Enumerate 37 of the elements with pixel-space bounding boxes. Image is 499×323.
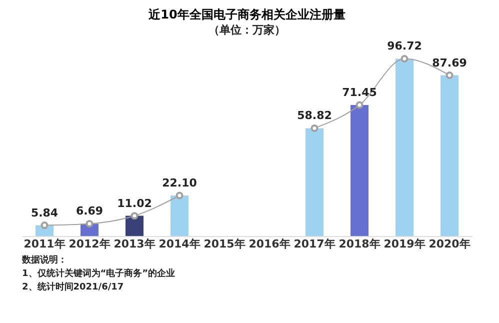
data-label: 96.72 [387, 40, 422, 53]
x-tick-label: 2018年 [338, 238, 380, 250]
x-tick-label: 2014年 [158, 238, 200, 250]
bar [306, 128, 324, 236]
bar [126, 216, 144, 236]
x-tick-label: 2020年 [428, 238, 470, 250]
x-tick-label: 2013年 [114, 238, 156, 250]
point [86, 220, 94, 228]
bar [350, 105, 368, 236]
x-tick-label: 2019年 [384, 238, 426, 250]
data-label: 5.84 [30, 206, 58, 220]
chart-subtitle: （单位：万家） [208, 24, 286, 37]
data-label: 58.82 [297, 109, 332, 122]
x-tick-label: 2016年 [248, 238, 290, 250]
text: 1、仅统计关键词为“电子商务”的企业 [22, 268, 176, 279]
point [130, 212, 138, 220]
bar [440, 75, 458, 236]
x-tick-label: 2012年 [68, 238, 110, 250]
bar [396, 58, 414, 236]
text: 2、统计时间2021/6/17 [22, 281, 124, 292]
data-label: 71.45 [342, 86, 377, 100]
point [310, 124, 318, 132]
x-tick-label: 2017年 [294, 238, 336, 250]
data-label: 6.69 [76, 204, 104, 218]
data-label: 87.69 [432, 56, 467, 70]
text: 数据说明： [21, 254, 67, 266]
chart-title: 近10年全国电子商务相关企业注册量 [148, 8, 346, 22]
point [446, 72, 454, 80]
point [356, 101, 364, 109]
bar [170, 195, 188, 236]
x-tick-label: 2015年 [204, 238, 246, 250]
point [176, 192, 184, 200]
point [400, 54, 408, 62]
data-label: 11.02 [117, 196, 152, 210]
data-label: 22.10 [162, 176, 198, 190]
x-tick-label: 2011年 [24, 238, 66, 250]
point [40, 222, 48, 230]
